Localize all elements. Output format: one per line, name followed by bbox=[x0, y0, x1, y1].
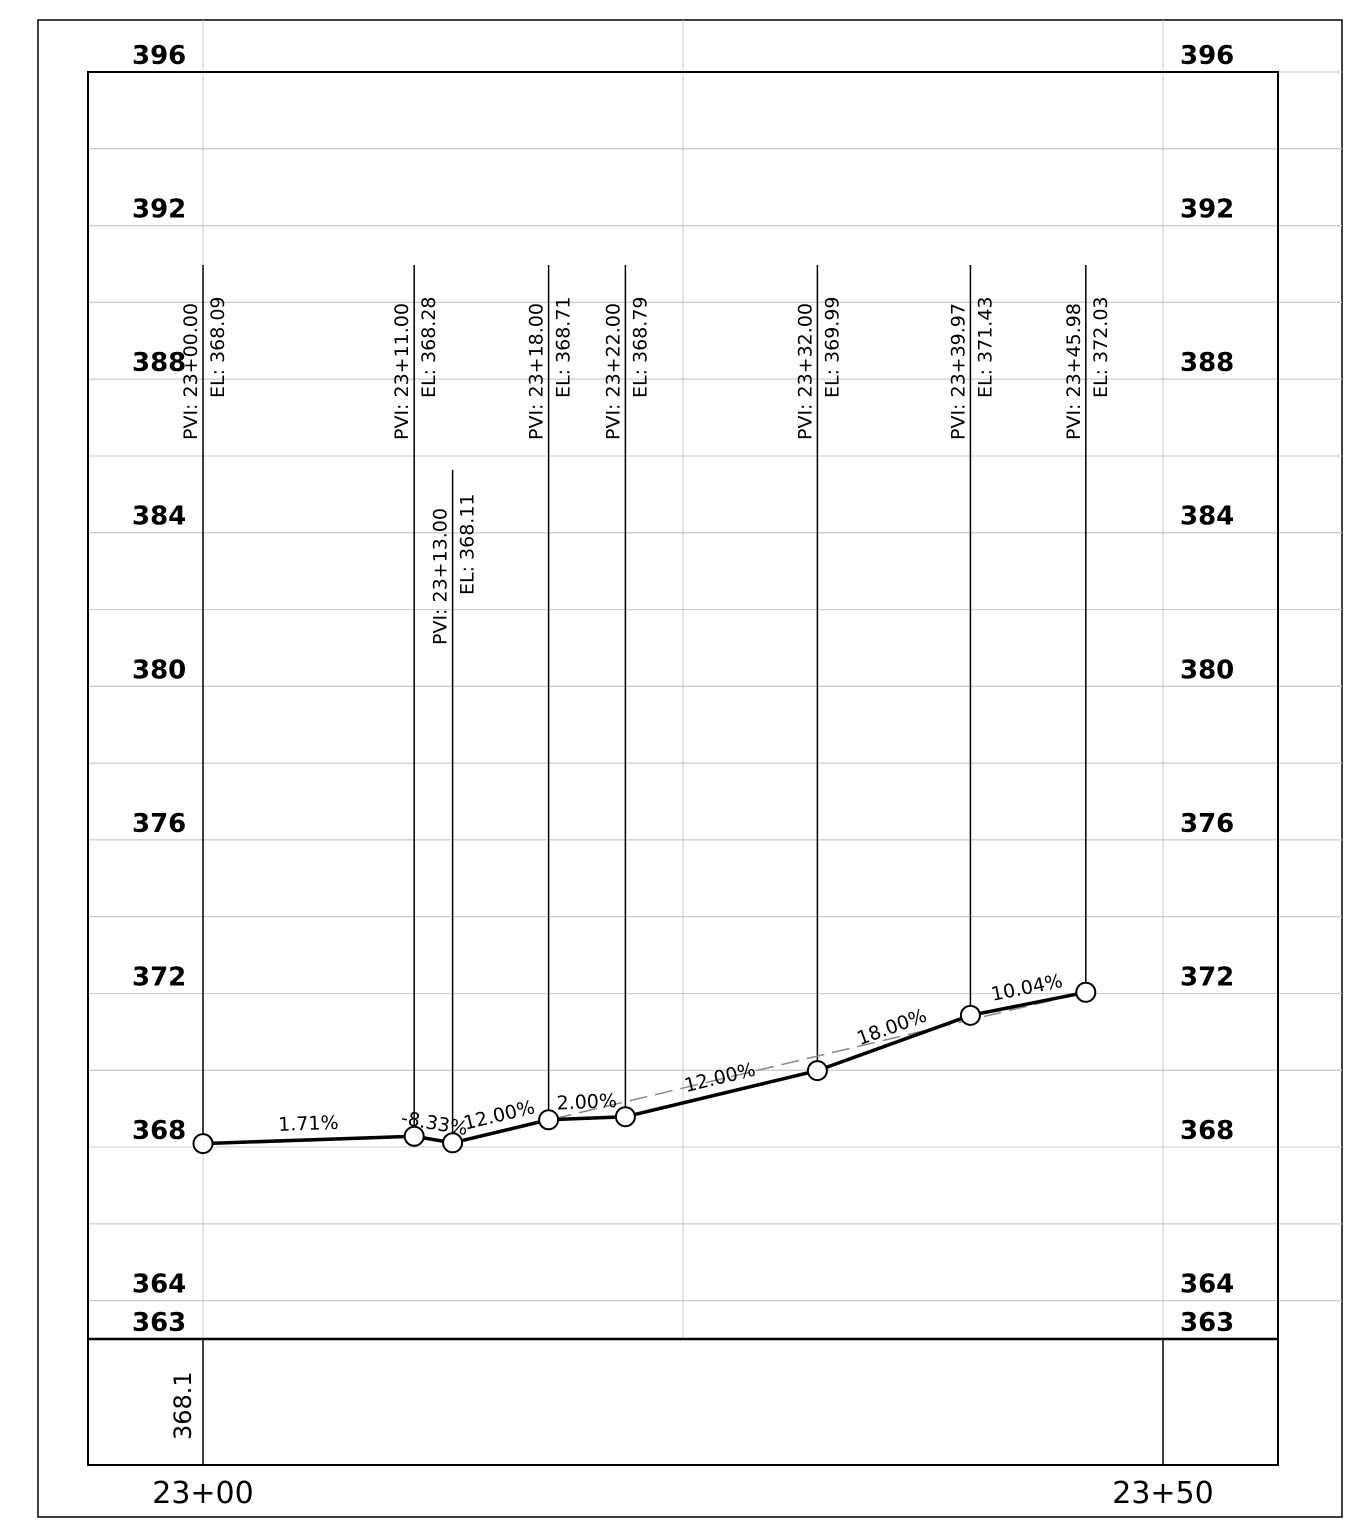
elevation-label-left: 392 bbox=[132, 195, 186, 225]
pvi-elevation-label: EL: 368.11 bbox=[457, 493, 479, 595]
elevation-label-right: 384 bbox=[1180, 502, 1234, 532]
pvi-elevation-label: EL: 368.79 bbox=[629, 296, 651, 398]
grade-labels: 1.71% -8.33%12.00% 2.00%12.00%18.00%10.04% bbox=[278, 970, 1065, 1140]
pvi-point bbox=[1075, 981, 1097, 1003]
elevation-label-left: 368 bbox=[132, 1116, 186, 1146]
pvi-station-label: PVI: 23+13.00 bbox=[430, 508, 452, 645]
elevation-label-right: 368 bbox=[1180, 1116, 1234, 1146]
grade-label: 2.00% bbox=[556, 1090, 617, 1114]
pvi-station-label: PVI: 23+39.97 bbox=[947, 303, 969, 440]
pvi-station-label: PVI: 23+11.00 bbox=[391, 303, 413, 440]
grade-label: 1.71% bbox=[278, 1112, 339, 1136]
elevation-label-right: 388 bbox=[1180, 348, 1234, 378]
pvi-elevation-label: EL: 368.09 bbox=[207, 296, 229, 398]
pvi-station-label: PVI: 23+00.00 bbox=[180, 303, 202, 440]
elevation-label-right: 363 bbox=[1180, 1308, 1234, 1338]
pvi-point bbox=[538, 1109, 560, 1131]
sheet-border bbox=[37, 19, 1343, 1518]
pvi-elevation-label: EL: 369.99 bbox=[821, 296, 843, 398]
band-value-label: 368.1 bbox=[169, 1371, 197, 1440]
elevation-label-left: 380 bbox=[132, 655, 186, 685]
pvi-station-label: PVI: 23+18.00 bbox=[526, 303, 548, 440]
pvi-elevation-label: EL: 371.43 bbox=[974, 296, 996, 398]
elevation-label-right: 380 bbox=[1180, 655, 1234, 685]
elevation-labels: 396 396 392 392 388 388 384 384 380 380 376 376 372 3… bbox=[132, 41, 1234, 1338]
grade-label: 12.00% bbox=[461, 1096, 537, 1134]
pvi-point bbox=[959, 1004, 981, 1026]
elevation-label-right: 392 bbox=[1180, 195, 1234, 225]
elevation-label-left: 363 bbox=[132, 1308, 186, 1338]
pvi-point bbox=[192, 1133, 214, 1155]
station-label: 23+00 bbox=[152, 1476, 253, 1511]
elevation-label-right: 372 bbox=[1180, 962, 1234, 992]
grid-lines bbox=[88, 20, 1342, 1339]
pvi-elevation-label: EL: 368.71 bbox=[553, 296, 575, 398]
pvi-elevation-label: EL: 368.28 bbox=[418, 296, 440, 398]
station-label: 23+50 bbox=[1112, 1476, 1213, 1511]
elevation-label-left: 396 bbox=[132, 41, 186, 71]
profile-line-group bbox=[192, 981, 1097, 1155]
elevation-label-left: 384 bbox=[132, 502, 186, 532]
elevation-label-right: 376 bbox=[1180, 809, 1234, 839]
pvi-point bbox=[442, 1132, 464, 1154]
grade-label: 12.00% bbox=[682, 1059, 758, 1097]
elevation-label-left: 372 bbox=[132, 962, 186, 992]
elevation-label-left: 364 bbox=[132, 1270, 186, 1300]
pvi-station-label: PVI: 23+45.98 bbox=[1063, 303, 1085, 440]
elevation-label-right: 364 bbox=[1180, 1270, 1234, 1300]
pvi-markers: PVI: 23+00.00 EL: 368.09 PVI: 23+11.00 EL: … bbox=[180, 265, 1112, 1144]
pvi-point bbox=[403, 1125, 425, 1147]
pvi-station-label: PVI: 23+22.00 bbox=[602, 303, 624, 440]
band-frame bbox=[87, 1338, 1279, 1466]
station-labels: 23+00 23+50 bbox=[152, 1476, 1213, 1511]
pvi-point bbox=[614, 1106, 636, 1128]
elevation-label-left: 376 bbox=[132, 809, 186, 839]
pvi-station-label: PVI: 23+32.00 bbox=[794, 303, 816, 440]
pvi-elevation-label: EL: 372.03 bbox=[1090, 296, 1112, 398]
data-band: 368.1 bbox=[169, 1371, 197, 1440]
plot-frames bbox=[87, 71, 1279, 1466]
pvi-point bbox=[806, 1060, 828, 1082]
elevation-label-right: 396 bbox=[1180, 41, 1234, 71]
elevation-label-left: 388 bbox=[132, 348, 186, 378]
